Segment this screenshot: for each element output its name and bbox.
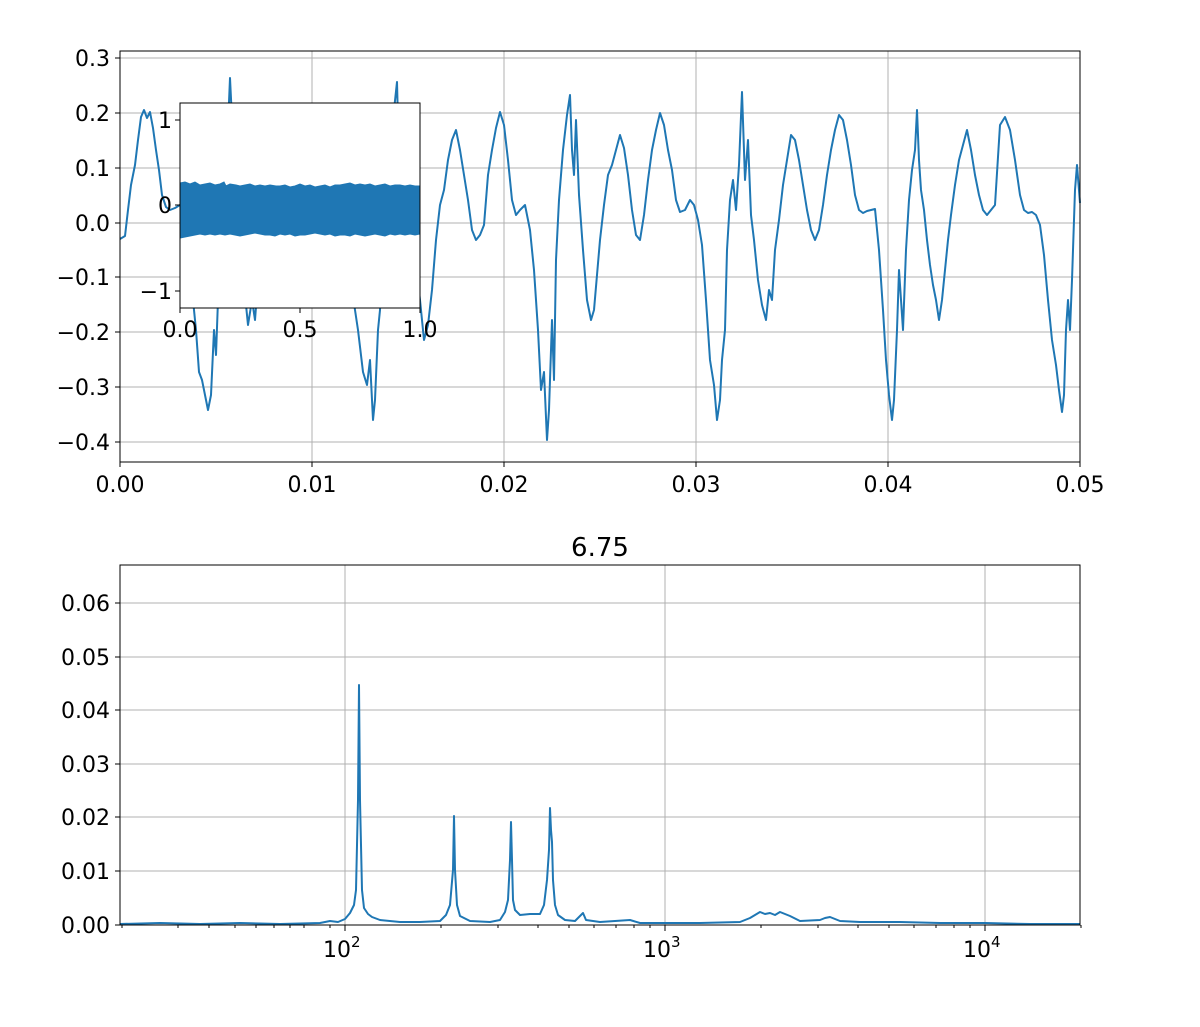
top-ytick-labels: 0.3 0.2 0.1 0.0 −0.1 −0.2 −0.3 −0.4 — [57, 47, 110, 456]
bottom-ytick-marks — [115, 602, 120, 926]
inset-xtick-labels: 0.0 0.5 1.0 — [163, 318, 438, 343]
bottom-xtick-label: 102 — [323, 933, 361, 963]
bottom-ytick-label: 0.01 — [61, 860, 110, 885]
top-xtick-label: 0.03 — [672, 473, 721, 498]
bottom-xtick-marks — [121, 925, 1082, 931]
top-xtick-labels: 0.00 0.01 0.02 0.03 0.04 0.05 — [96, 473, 1105, 498]
bottom-grid — [120, 565, 1080, 925]
inset-axes: 0.0 0.5 1.0 1 0 −1 — [140, 102, 438, 343]
inset-ytick-label: 1 — [158, 109, 172, 134]
bottom-xtick-label: 104 — [963, 933, 1001, 963]
top-ytick-label: −0.3 — [57, 376, 110, 401]
bottom-xtick-label: 103 — [643, 933, 681, 963]
top-xtick-label: 0.00 — [96, 473, 145, 498]
bottom-axes: 6.75 — [61, 533, 1082, 963]
top-xtick-label: 0.04 — [864, 473, 913, 498]
bottom-ytick-label: 0.05 — [61, 646, 110, 671]
top-ytick-label: −0.2 — [57, 321, 110, 346]
bottom-xtick-labels: 102 103 104 — [323, 933, 1001, 963]
spectrum-line — [119, 684, 1080, 925]
top-xtick-label: 0.05 — [1056, 473, 1105, 498]
bottom-ytick-label: 0.02 — [61, 806, 110, 831]
inset-tick-marks — [175, 119, 421, 313]
inset-ytick-label: −1 — [140, 280, 172, 305]
bottom-ytick-label: 0.04 — [61, 699, 110, 724]
inset-envelope — [179, 181, 421, 239]
inset-ytick-labels: 1 0 −1 — [140, 109, 172, 305]
top-xtick-marks — [119, 462, 1081, 467]
inset-xtick-label: 1.0 — [403, 318, 438, 343]
bottom-ytick-label: 0.03 — [61, 753, 110, 778]
top-axes-frame — [119, 50, 1081, 463]
top-ytick-label: 0.1 — [75, 157, 110, 182]
inset-ytick-label: 0 — [158, 194, 172, 219]
bottom-ytick-label: 0.00 — [61, 914, 110, 939]
top-ytick-label: 0.3 — [75, 47, 110, 72]
top-ytick-label: −0.4 — [57, 431, 110, 456]
top-ytick-marks — [115, 57, 120, 443]
bottom-axes-frame — [119, 564, 1081, 926]
top-ytick-label: −0.1 — [57, 266, 110, 291]
inset-xtick-label: 0.0 — [163, 318, 198, 343]
top-ytick-label: 0.2 — [75, 102, 110, 127]
inset-xtick-label: 0.5 — [283, 318, 318, 343]
bottom-ytick-label: 0.06 — [61, 592, 110, 617]
bottom-ytick-labels: 0.06 0.05 0.04 0.03 0.02 0.01 0.00 — [61, 592, 110, 939]
top-xtick-label: 0.02 — [480, 473, 529, 498]
top-ytick-label: 0.0 — [75, 212, 110, 237]
bottom-title: 6.75 — [571, 533, 629, 563]
top-xtick-label: 0.01 — [288, 473, 337, 498]
